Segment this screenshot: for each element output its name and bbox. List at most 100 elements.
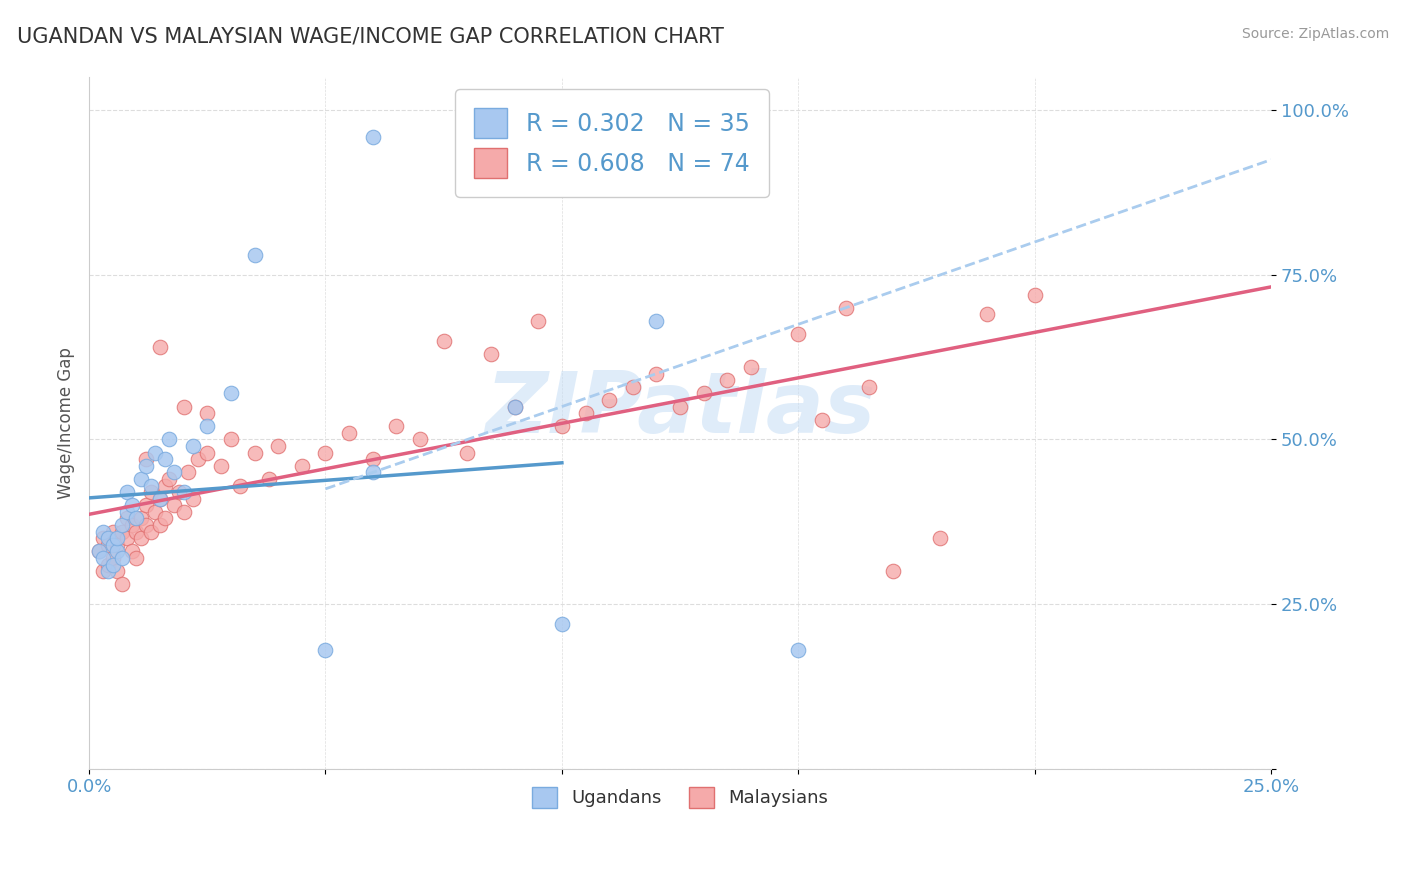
- Point: [115, 531, 138, 545]
- Point: [409, 433, 432, 447]
- Point: [337, 425, 360, 440]
- Point: [1024, 287, 1046, 301]
- Point: [385, 419, 408, 434]
- Point: [101, 551, 124, 566]
- Point: [163, 499, 186, 513]
- Point: [551, 419, 574, 434]
- Point: [121, 499, 143, 513]
- Point: [111, 524, 134, 539]
- Text: ZIPatlas: ZIPatlas: [485, 368, 875, 450]
- Point: [115, 505, 138, 519]
- Point: [173, 485, 195, 500]
- Point: [219, 433, 242, 447]
- Point: [125, 524, 148, 539]
- Point: [149, 340, 172, 354]
- Point: [243, 445, 266, 459]
- Point: [195, 445, 218, 459]
- Point: [229, 478, 252, 492]
- Point: [716, 373, 738, 387]
- Point: [811, 413, 834, 427]
- Point: [645, 314, 668, 328]
- Point: [361, 452, 384, 467]
- Point: [361, 129, 384, 144]
- Point: [135, 452, 157, 467]
- Point: [107, 538, 129, 552]
- Point: [181, 439, 204, 453]
- Point: [243, 248, 266, 262]
- Text: Source: ZipAtlas.com: Source: ZipAtlas.com: [1241, 27, 1389, 41]
- Point: [149, 518, 172, 533]
- Point: [139, 478, 162, 492]
- Point: [976, 307, 998, 321]
- Point: [314, 445, 336, 459]
- Point: [456, 445, 478, 459]
- Point: [693, 386, 716, 401]
- Point: [159, 433, 181, 447]
- Point: [125, 511, 148, 525]
- Point: [97, 538, 120, 552]
- Point: [87, 544, 110, 558]
- Point: [107, 544, 129, 558]
- Point: [101, 538, 124, 552]
- Legend: Ugandans, Malaysians: Ugandans, Malaysians: [524, 780, 835, 815]
- Point: [173, 505, 195, 519]
- Point: [858, 380, 880, 394]
- Point: [149, 491, 172, 506]
- Point: [139, 524, 162, 539]
- Point: [121, 518, 143, 533]
- Point: [111, 577, 134, 591]
- Point: [177, 466, 200, 480]
- Point: [101, 524, 124, 539]
- Point: [479, 347, 502, 361]
- Point: [101, 558, 124, 572]
- Point: [621, 380, 644, 394]
- Point: [527, 314, 550, 328]
- Point: [129, 472, 152, 486]
- Point: [143, 445, 166, 459]
- Point: [211, 458, 233, 473]
- Point: [153, 478, 176, 492]
- Point: [135, 499, 157, 513]
- Point: [87, 544, 110, 558]
- Point: [574, 406, 596, 420]
- Point: [91, 551, 114, 566]
- Point: [111, 551, 134, 566]
- Point: [503, 400, 526, 414]
- Point: [267, 439, 290, 453]
- Point: [787, 327, 810, 342]
- Point: [257, 472, 280, 486]
- Point: [91, 531, 114, 545]
- Point: [135, 458, 157, 473]
- Point: [107, 564, 129, 578]
- Point: [91, 524, 114, 539]
- Point: [115, 485, 138, 500]
- Point: [219, 386, 242, 401]
- Point: [598, 392, 620, 407]
- Point: [314, 643, 336, 657]
- Point: [929, 531, 952, 545]
- Point: [91, 564, 114, 578]
- Point: [187, 452, 209, 467]
- Point: [787, 643, 810, 657]
- Point: [163, 466, 186, 480]
- Point: [834, 301, 856, 315]
- Point: [645, 367, 668, 381]
- Point: [159, 472, 181, 486]
- Point: [139, 485, 162, 500]
- Point: [125, 551, 148, 566]
- Y-axis label: Wage/Income Gap: Wage/Income Gap: [58, 347, 75, 499]
- Text: UGANDAN VS MALAYSIAN WAGE/INCOME GAP CORRELATION CHART: UGANDAN VS MALAYSIAN WAGE/INCOME GAP COR…: [17, 27, 724, 46]
- Point: [153, 511, 176, 525]
- Point: [882, 564, 904, 578]
- Point: [551, 616, 574, 631]
- Point: [153, 452, 176, 467]
- Point: [433, 334, 456, 348]
- Point: [135, 518, 157, 533]
- Point: [129, 531, 152, 545]
- Point: [181, 491, 204, 506]
- Point: [503, 400, 526, 414]
- Point: [115, 511, 138, 525]
- Point: [97, 531, 120, 545]
- Point: [195, 406, 218, 420]
- Point: [129, 511, 152, 525]
